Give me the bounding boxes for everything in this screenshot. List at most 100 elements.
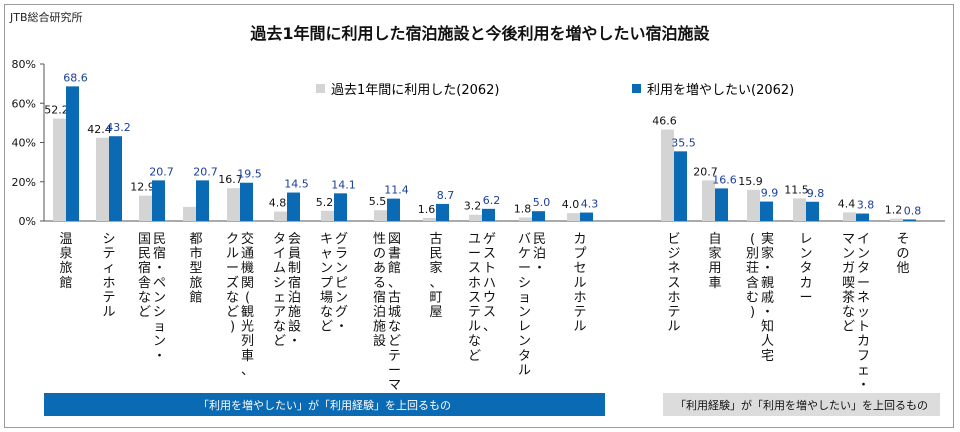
category-label-char: な [388, 320, 401, 335]
category-label-char: 荘 [746, 261, 759, 276]
category-label-char: イ [273, 247, 286, 262]
category-label-char: ト [857, 320, 870, 335]
bar-want-more [66, 86, 79, 221]
chart-title: 過去1年間に利用した宿泊施設と今後利用を増やしたい宿泊施設 [250, 24, 710, 43]
category-label-char: レ [799, 232, 812, 247]
category-label-char: 旅 [189, 276, 202, 291]
category-label-char: ど [226, 305, 239, 320]
category-label-char: 民 [153, 232, 166, 247]
category-label-char: ゲ [483, 232, 496, 247]
y-tick-label: 80% [12, 58, 36, 71]
bar-want-more [334, 193, 347, 221]
category-label-char: な [468, 334, 481, 349]
category-label-char: ・ [153, 349, 166, 364]
category-label-char: 員 [288, 247, 301, 262]
data-label-past-use: 3.2 [464, 200, 482, 213]
category-label-char: 、 [388, 276, 401, 291]
category-label-char: 含 [746, 275, 759, 291]
data-label-want-more: 14.1 [331, 178, 356, 191]
category-label-char: ン [335, 261, 348, 276]
bar-want-more [903, 219, 916, 221]
category-label-char: ス [468, 290, 481, 305]
category-label-char: テ [388, 349, 401, 364]
category-label-char: ホ [102, 276, 115, 291]
category-label-char: 書 [388, 247, 401, 262]
category-label-char: 実 [761, 231, 774, 247]
data-label-past-use: 5.2 [316, 196, 334, 209]
chart-frame [4, 4, 954, 428]
category-label-char: な [320, 305, 333, 320]
category-label-char: ト [483, 261, 496, 276]
bar-past-use [469, 214, 482, 221]
category-label-char: タ [799, 261, 812, 276]
category-label-char: バ [518, 232, 531, 247]
category-label-char: ン [842, 247, 855, 262]
legend-label-want-more: 利用を増やしたい(2062) [647, 83, 795, 98]
bar-want-more [482, 208, 495, 221]
category-label-char: 城 [388, 305, 401, 320]
category-label-char: ン [335, 290, 348, 305]
category-label-char: ホ [573, 290, 586, 305]
category-label-char: ピ [335, 276, 348, 291]
category-label-char: ( [750, 232, 755, 247]
category-label-char: 泉 [59, 246, 72, 262]
category-label-char: ) [750, 305, 755, 320]
category-label-char: 列 [241, 334, 254, 349]
category-label-char: マ [842, 232, 855, 247]
category-label-char: な [273, 320, 286, 335]
data-label-want-more: 9.9 [761, 187, 779, 200]
category-label-char: 泊 [533, 247, 546, 262]
category-label-char: フ [857, 349, 870, 364]
category-label-char: ど [388, 334, 401, 349]
data-label-want-more: 3.8 [857, 199, 875, 212]
category-label-char: 親 [761, 276, 774, 291]
data-label-want-more: 9.8 [807, 187, 825, 200]
bar-past-use [227, 188, 240, 221]
category-label-char: ス [667, 276, 680, 291]
category-label-char: 泊 [288, 290, 301, 305]
category-label-char: 車 [708, 276, 721, 291]
category-label-char: 宅 [761, 349, 774, 364]
category-label-char: ル [667, 320, 680, 335]
bar-want-more [387, 198, 400, 221]
category-label-char: テ [667, 305, 680, 320]
category-label-char: 宿 [153, 246, 166, 262]
category-label-char: 町 [429, 290, 442, 305]
category-label-char: テ [573, 305, 586, 320]
category-label-char: の [896, 247, 909, 262]
bar-past-use [519, 217, 532, 221]
y-tick-label: 40% [12, 137, 36, 150]
category-label-char: イ [857, 232, 870, 247]
category-label-char: る [373, 276, 386, 291]
category-label-char: な [226, 290, 239, 305]
category-label-char: ア [273, 305, 286, 320]
category-label-char: テ [102, 247, 115, 262]
category-label-char: 舎 [138, 276, 151, 291]
category-label-char: な [842, 305, 855, 320]
category-label-char: ペ [153, 276, 166, 291]
category-label-char: あ [373, 261, 386, 276]
category-label-char: ネ [667, 261, 680, 276]
data-label-past-use: 46.6 [652, 115, 677, 128]
category-label-char: ハ [483, 276, 496, 291]
category-label-char: ル [573, 276, 586, 291]
data-label-past-use: 16.7 [218, 173, 243, 186]
bar-past-use [139, 195, 152, 221]
data-label-want-more: 20.7 [193, 165, 218, 178]
data-label-want-more: 16.6 [712, 173, 737, 186]
bar-past-use [183, 206, 196, 221]
category-label-char: ン [153, 290, 166, 305]
category-label-char: シ [518, 276, 531, 291]
bar-past-use [793, 198, 806, 221]
bar-want-more [760, 201, 773, 221]
category-label-char: 、 [483, 320, 496, 335]
bar-want-more [806, 201, 819, 221]
bar-want-more [715, 188, 728, 221]
bar-past-use [53, 118, 66, 221]
category-label-char: ・ [761, 305, 774, 320]
bar-past-use [567, 213, 580, 221]
category-label-char: グ [335, 305, 348, 320]
category-label-char: そ [896, 232, 909, 247]
bar-past-use [890, 218, 903, 221]
